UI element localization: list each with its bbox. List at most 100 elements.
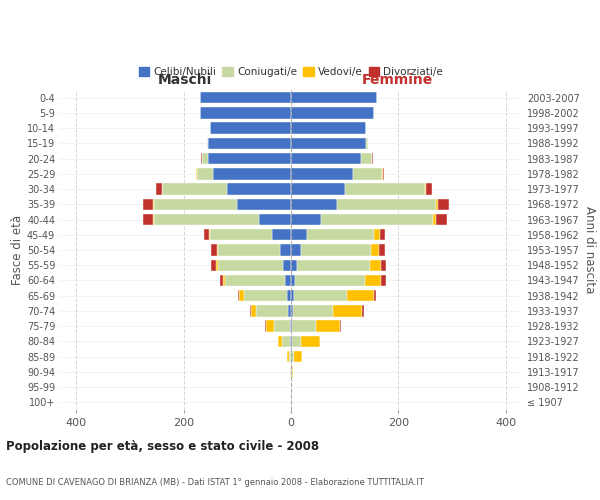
Bar (208, 138, 291, 149)
Bar (380, 229, 385, 240)
Bar (266, 320, 274, 332)
Bar (353, 168, 382, 179)
Bar (371, 244, 379, 256)
Bar (291, 138, 366, 149)
Bar (220, 275, 223, 286)
Bar (374, 229, 380, 240)
Bar (154, 198, 237, 210)
Bar (283, 260, 291, 271)
Bar (259, 214, 291, 225)
Bar (291, 305, 293, 316)
Bar (154, 214, 259, 225)
Bar (379, 244, 385, 256)
Bar (291, 122, 366, 134)
Bar (217, 260, 218, 271)
Bar (206, 138, 208, 149)
Bar (365, 275, 381, 286)
Bar (436, 214, 447, 225)
Bar (291, 290, 293, 302)
Bar (223, 275, 226, 286)
Bar (239, 290, 244, 302)
Bar (374, 290, 376, 302)
Bar (292, 336, 301, 347)
Bar (298, 260, 370, 271)
Bar (362, 305, 364, 316)
Bar (211, 260, 217, 271)
Bar (293, 305, 333, 316)
Bar (291, 260, 298, 271)
Bar (381, 260, 386, 271)
Bar (333, 305, 362, 316)
Y-axis label: Anni di nascita: Anni di nascita (583, 206, 596, 294)
Bar (162, 184, 227, 195)
Bar (156, 184, 161, 195)
Y-axis label: Fasce di età: Fasce di età (11, 215, 24, 285)
Bar (283, 336, 290, 347)
Bar (289, 351, 291, 362)
Bar (256, 305, 289, 316)
Bar (287, 290, 291, 302)
Bar (213, 168, 291, 179)
Bar (381, 275, 386, 286)
Bar (291, 351, 293, 362)
Bar (292, 366, 293, 378)
Bar (200, 107, 291, 118)
Bar (143, 214, 154, 225)
Bar (301, 244, 371, 256)
Bar (427, 184, 432, 195)
Bar (211, 229, 272, 240)
Bar (211, 122, 291, 134)
Bar (143, 198, 154, 210)
Bar (237, 198, 291, 210)
Bar (274, 320, 290, 332)
Bar (289, 305, 291, 316)
Bar (307, 229, 374, 240)
Bar (197, 168, 213, 179)
Bar (320, 214, 433, 225)
Bar (293, 351, 302, 362)
Bar (301, 336, 320, 347)
Bar (291, 320, 292, 332)
Bar (291, 229, 307, 240)
Bar (218, 260, 283, 271)
Bar (370, 260, 381, 271)
Bar (250, 305, 251, 316)
Bar (284, 275, 291, 286)
Bar (291, 107, 374, 118)
Bar (226, 275, 284, 286)
Bar (425, 184, 427, 195)
Bar (227, 184, 291, 195)
Bar (202, 153, 208, 164)
Bar (211, 244, 217, 256)
Bar (208, 153, 291, 164)
Bar (295, 275, 365, 286)
Bar (209, 229, 211, 240)
Bar (345, 184, 425, 195)
Bar (316, 320, 340, 332)
Bar (290, 320, 291, 332)
Legend: Celibi/Nubili, Coniugati/e, Vedovi/e, Divorziati/e: Celibi/Nubili, Coniugati/e, Vedovi/e, Di… (134, 63, 448, 82)
Bar (200, 92, 291, 104)
Bar (291, 168, 353, 179)
Text: Femmine: Femmine (362, 73, 433, 87)
Bar (383, 168, 384, 179)
Bar (272, 229, 291, 240)
Bar (347, 290, 374, 302)
Bar (293, 290, 347, 302)
Bar (337, 198, 436, 210)
Bar (280, 244, 291, 256)
Bar (204, 229, 209, 240)
Text: COMUNE DI CAVENAGO DI BRIANZA (MB) - Dati ISTAT 1° gennaio 2008 - Elaborazione T: COMUNE DI CAVENAGO DI BRIANZA (MB) - Dat… (6, 478, 424, 487)
Bar (361, 153, 371, 164)
Bar (278, 336, 283, 347)
Bar (218, 244, 280, 256)
Bar (291, 275, 295, 286)
Bar (217, 244, 218, 256)
Bar (287, 351, 289, 362)
Bar (291, 184, 345, 195)
Bar (291, 153, 361, 164)
Bar (238, 290, 239, 302)
Bar (291, 198, 337, 210)
Bar (438, 198, 449, 210)
Bar (292, 320, 316, 332)
